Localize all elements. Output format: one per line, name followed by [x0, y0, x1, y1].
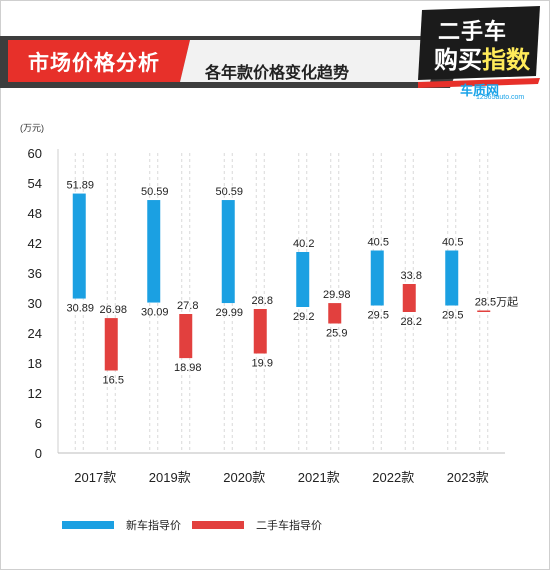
label-used-high: 29.98 — [323, 289, 351, 301]
x-tick-label: 2020款 — [223, 470, 265, 485]
legend-label-used: 二手车指导价 — [256, 520, 322, 532]
label-new-high: 50.59 — [141, 186, 169, 198]
red-title-box — [8, 40, 190, 82]
legend-item-new: 新车指导价 — [62, 518, 181, 532]
bar-used-2019款 — [179, 314, 193, 359]
label-new-low: 29.5 — [442, 310, 463, 322]
logo-line2-a: 购买 — [434, 47, 482, 74]
label-new-low: 29.2 — [293, 311, 314, 323]
y-unit-label: (万元) — [20, 123, 44, 133]
label-used-low: 28.2 — [401, 316, 422, 328]
label-used-low: 18.98 — [174, 362, 202, 374]
y-tick-label: 54 — [28, 176, 42, 191]
bar-new-2017款 — [72, 193, 86, 299]
x-tick-label: 2022款 — [372, 470, 414, 485]
bar-new-2021款 — [296, 252, 310, 307]
legend-item-used: 二手车指导价 — [192, 518, 322, 532]
label-used-low: 19.9 — [252, 358, 273, 370]
label-used-high: 28.8 — [252, 295, 273, 307]
label-used-high: 26.98 — [99, 304, 127, 316]
x-tick-label: 2017款 — [74, 470, 116, 485]
logo-site: 12365auto.com — [476, 94, 525, 101]
bar-new-2019款 — [147, 200, 161, 303]
label-new-high: 50.59 — [215, 186, 243, 198]
bar-new-2020款 — [221, 200, 235, 304]
brand-logo: 二手车 购买指数 车质网 12365auto.com — [416, 4, 544, 104]
label-new-high: 40.2 — [293, 238, 314, 250]
label-used-low: 25.9 — [326, 328, 347, 340]
bar-new-2022款 — [370, 250, 384, 306]
bar-used-2022款 — [402, 284, 416, 312]
bar-used-2020款 — [253, 309, 267, 354]
x-tick-label: 2023款 — [447, 470, 489, 485]
logo-line2-b: 指数 — [482, 47, 530, 74]
bar-used-2023款 — [477, 310, 491, 312]
logo-line1: 二手车 — [438, 19, 508, 44]
y-tick-label: 30 — [28, 296, 42, 311]
label-used-high: 28.5万起 — [475, 296, 518, 309]
label-new-low: 30.09 — [141, 307, 169, 319]
bar-new-2023款 — [445, 250, 459, 306]
y-tick-label: 12 — [28, 386, 42, 401]
label-used-high: 27.8 — [177, 300, 198, 312]
logo-badge — [418, 6, 540, 88]
y-tick-label: 42 — [28, 236, 42, 251]
header: 市场价格分析 各年款价格变化趋势 二手车 购买指数 车质网 12365auto.… — [0, 0, 550, 105]
label-used-low: 16.5 — [103, 375, 124, 387]
y-tick-label: 0 — [35, 446, 42, 461]
x-tick-label: 2021款 — [298, 470, 340, 485]
logo-line2: 购买指数 — [434, 40, 530, 75]
label-new-high: 51.89 — [66, 180, 94, 192]
y-tick-label: 24 — [28, 326, 42, 341]
legend-label-new: 新车指导价 — [126, 520, 181, 532]
section-title: 市场价格分析 — [28, 52, 160, 75]
y-tick-label: 48 — [28, 206, 42, 221]
logo-brand: 车质网 — [460, 83, 500, 98]
legend-swatch-new — [62, 521, 114, 529]
subtitle-box — [180, 40, 445, 82]
bar-used-2017款 — [104, 318, 118, 371]
x-tick-label: 2019款 — [149, 470, 191, 485]
label-new-low: 29.5 — [368, 310, 389, 322]
y-tick-label: 60 — [28, 146, 42, 161]
header-banner — [0, 36, 470, 88]
label-used-high: 33.8 — [401, 270, 422, 282]
label-new-low: 30.89 — [66, 303, 94, 315]
label-new-high: 40.5 — [442, 237, 463, 249]
y-tick-label: 18 — [28, 356, 42, 371]
bar-used-2021款 — [328, 303, 342, 324]
sub-title: 各年款价格变化趋势 — [205, 65, 350, 82]
y-tick-label: 36 — [28, 266, 42, 281]
legend-swatch-used — [192, 521, 244, 529]
label-new-high: 40.5 — [368, 237, 389, 249]
label-new-low: 29.99 — [215, 307, 243, 319]
y-tick-label: 6 — [35, 416, 42, 431]
